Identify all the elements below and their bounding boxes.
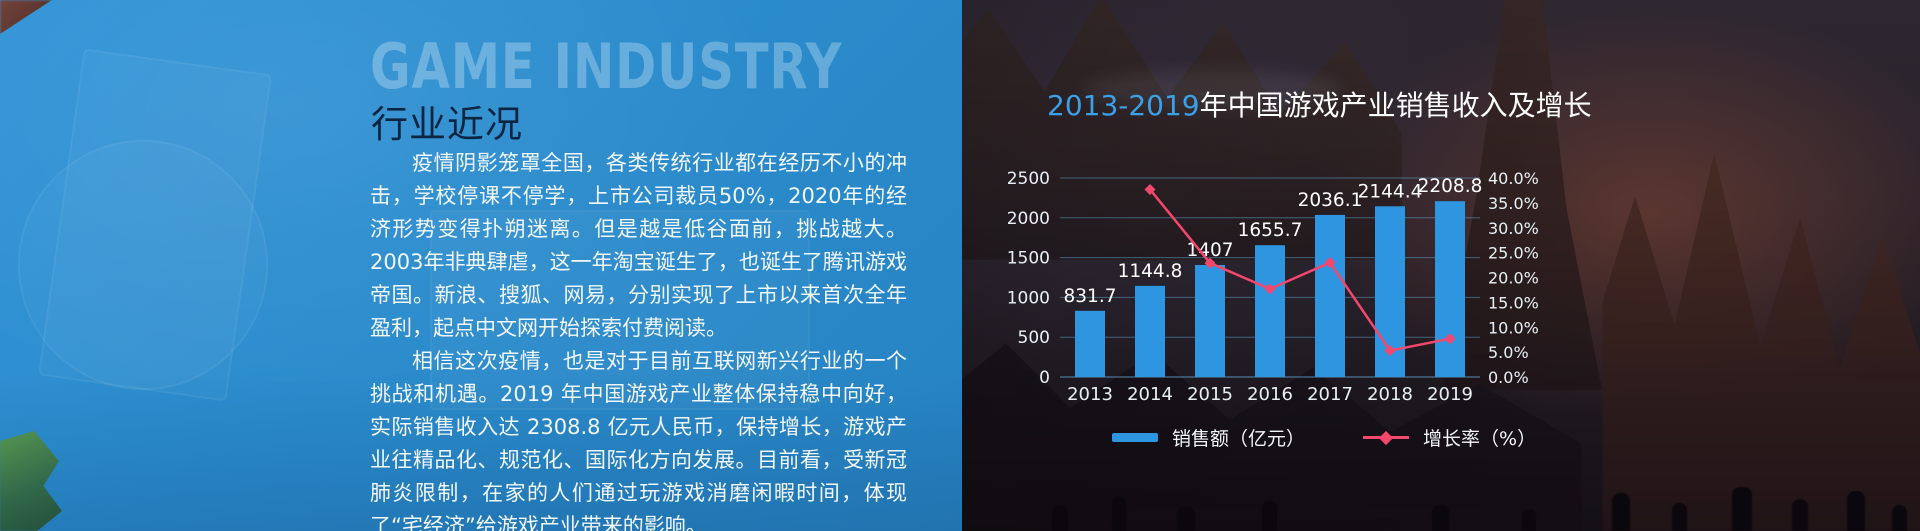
bar-2017	[1315, 214, 1345, 377]
paragraph-2: 相信这次疫情，也是对于目前互联网新兴行业的一个挑战和机遇。2019 年中国游戏产…	[370, 349, 907, 531]
left-axis-label: 0	[1039, 368, 1050, 388]
legend-item-growth: 增长率（%）	[1363, 424, 1536, 451]
watermark-text: GAME INDUSTRY	[370, 30, 843, 103]
right-axis-label: 10.0%	[1488, 318, 1539, 337]
x-axis-label: 2016	[1247, 384, 1293, 405]
x-axis-label: 2015	[1187, 384, 1233, 405]
left-axis-label: 2500	[1007, 169, 1050, 189]
diamond-marker-icon	[1378, 430, 1394, 445]
bar-value-label: 1655.7	[1238, 220, 1303, 241]
background-snow-highlight	[1082, 70, 1342, 110]
diamond-marker-icon	[1324, 257, 1336, 269]
right-axis-label: 35.0%	[1488, 194, 1539, 213]
combo-chart: 0 500 1000 1500 2000 2500 0.0% 5.0% 10.0% 15.0% 20…	[1007, 169, 1539, 405]
right-axis-label: 30.0%	[1488, 219, 1539, 238]
bar-value-label: 2208.8	[1418, 176, 1483, 197]
diamond-marker-icon	[1444, 333, 1456, 345]
diamond-marker-icon	[1384, 345, 1396, 357]
chart-title-rest: 年中国游戏产业销售收入及增长	[1199, 89, 1592, 122]
bar-value-label: 2036.1	[1298, 190, 1363, 211]
legend-item-sales: 销售额（亿元）	[1112, 424, 1305, 451]
diamond-marker-icon	[1264, 283, 1276, 295]
paragraph-1: 疫情阴影笼罩全国，各类传统行业都在经历不小的冲击，学校停课不停学，上市公司裁员5…	[370, 151, 907, 340]
left-axis-label: 1500	[1007, 249, 1050, 269]
bar-2019	[1435, 201, 1465, 377]
legend-label-sales: 销售额（亿元）	[1172, 428, 1306, 450]
right-axis-label: 5.0%	[1488, 343, 1529, 362]
x-axis-label: 2017	[1307, 384, 1353, 405]
background-texture	[37, 48, 273, 402]
right-axis-label: 0.0%	[1488, 368, 1529, 387]
right-axis-label: 40.0%	[1488, 169, 1539, 188]
right-panel: 2013-2019年中国游戏产业销售收入及增长 0 500 1000 1500 2000…	[962, 0, 1920, 531]
foliage-accent-green	[0, 431, 62, 531]
bar-2016	[1255, 245, 1285, 377]
bar-2015	[1195, 265, 1225, 377]
right-axis-label: 25.0%	[1488, 244, 1539, 263]
growth-line	[1149, 188, 1451, 353]
bar-value-label: 831.7	[1064, 286, 1117, 307]
body-text-block: 疫情阴影笼罩全国，各类传统行业都在经历不小的冲击，学校停课不停学，上市公司裁员5…	[370, 147, 907, 531]
background-texture	[18, 140, 268, 390]
x-axis-label: 2014	[1127, 384, 1173, 405]
legend-bar-swatch-icon	[1112, 433, 1158, 442]
bar-value-label: 2144.4	[1358, 181, 1423, 202]
left-axis-label: 500	[1018, 328, 1050, 348]
chart-title-years: 2013-2019	[1047, 89, 1200, 122]
legend-line-swatch-icon	[1363, 430, 1410, 445]
chart-legend: 销售额（亿元） 增长率（%）	[1112, 424, 1536, 451]
x-axis-label: 2013	[1067, 384, 1113, 405]
left-panel: GAME INDUSTRY 行业近况 疫情阴影笼罩全国，各类传统行业都在经历不小…	[0, 0, 962, 531]
bar-2013	[1075, 310, 1105, 377]
bar-value-label: 1144.8	[1118, 261, 1183, 282]
bar-2014	[1135, 285, 1165, 377]
corner-accent-red	[0, 0, 52, 34]
x-axis-label: 2018	[1367, 384, 1413, 405]
legend-label-growth: 增长率（%）	[1423, 428, 1537, 450]
background-texture	[430, 210, 810, 410]
chess-silhouettes	[962, 471, 1920, 531]
diamond-marker-icon	[1144, 183, 1156, 195]
left-axis-label: 1000	[1007, 288, 1050, 308]
bar-value-label: 1407	[1186, 240, 1233, 261]
chart-title: 2013-2019年中国游戏产业销售收入及增长	[1047, 84, 1592, 124]
x-axis-label: 2019	[1427, 384, 1473, 405]
section-heading: 行业近况	[371, 103, 523, 146]
left-axis-label: 2000	[1007, 209, 1050, 229]
diamond-marker-icon	[1204, 257, 1216, 269]
right-axis-label: 15.0%	[1488, 293, 1539, 312]
right-axis-label: 20.0%	[1488, 269, 1539, 288]
